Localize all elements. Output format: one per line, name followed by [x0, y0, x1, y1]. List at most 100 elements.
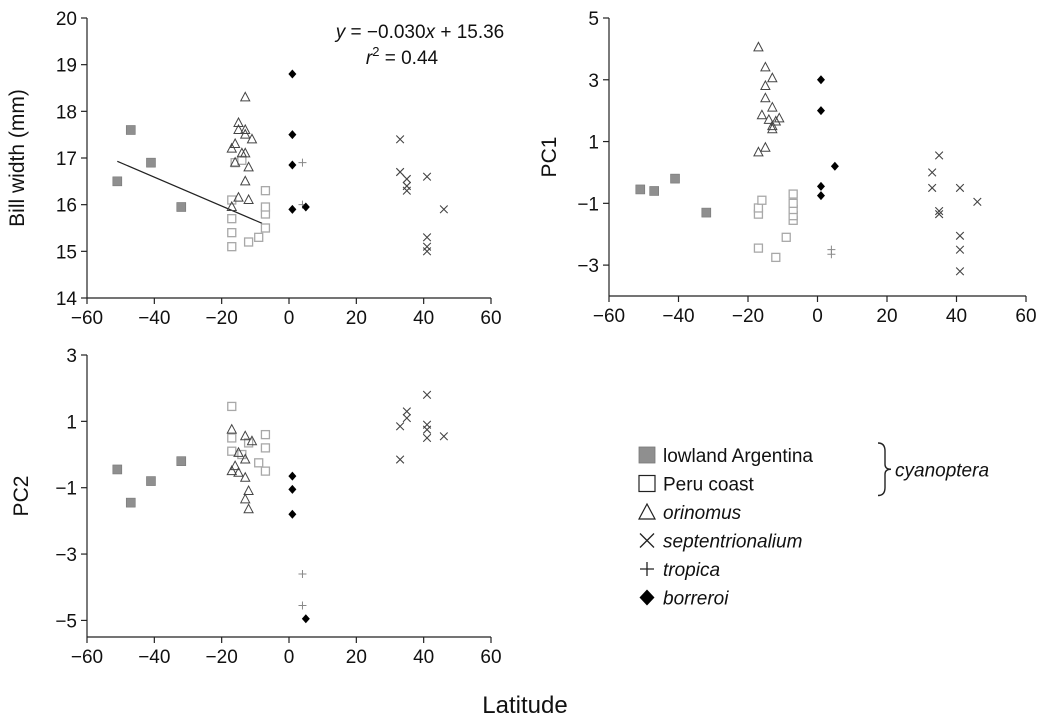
x-tick-label: −60	[593, 306, 625, 327]
data-point-peru	[254, 232, 264, 242]
data-point-orinomus	[226, 423, 238, 434]
data-point-peru	[788, 198, 798, 208]
data-point-argentina	[635, 184, 646, 195]
data-point-peru	[260, 202, 271, 212]
bill-width-panel: −60 −40 −20 0 20 40 60 14 15 16 17 18 19 20 Bill width…	[6, 9, 502, 329]
y-tick-label: 17	[56, 149, 77, 170]
data-point-orinomus	[246, 435, 258, 446]
equation-line-2: r2 = 0.44	[366, 44, 439, 69]
data-point-borreroi	[301, 614, 310, 624]
series-tropica	[827, 245, 836, 259]
data-point-peru	[237, 155, 247, 165]
series-orinomus	[753, 41, 785, 157]
series-borreroi	[288, 471, 310, 624]
y-tick-label: 5	[588, 9, 599, 30]
data-point-peru	[260, 223, 271, 233]
data-point-peru	[781, 232, 791, 242]
data-point-borreroi	[301, 202, 310, 212]
legend-item-argentina: lowland Argentina	[638, 446, 813, 467]
data-point-septentrionalium	[955, 245, 965, 254]
y-tick-label: −1	[577, 194, 599, 215]
data-point-orinomus	[233, 446, 244, 457]
data-point-septentrionalium	[955, 231, 965, 240]
regression-equation: y = −0.030x + 15.36 r2 = 0.44	[334, 22, 505, 69]
legend-item-orinomus: orinomus	[638, 502, 742, 524]
data-point-orinomus	[233, 116, 244, 127]
legend-marker-argentina	[638, 446, 656, 464]
data-point-orinomus	[239, 147, 251, 158]
data-point-argentina	[701, 207, 712, 218]
data-point-peru	[227, 401, 237, 412]
data-point-tropica	[298, 601, 307, 610]
legend-marker-septentrionalium	[639, 533, 655, 548]
data-point-orinomus	[760, 141, 771, 152]
series-peru	[227, 155, 271, 252]
data-point-argentina	[649, 186, 659, 196]
data-point-septentrionalium	[422, 247, 432, 256]
y-tick-label: 15	[56, 242, 77, 263]
data-point-borreroi	[816, 75, 825, 85]
data-point-orinomus	[756, 109, 768, 120]
data-point-septentrionalium	[395, 167, 405, 177]
y-tick-label: 19	[56, 56, 77, 77]
data-point-septentrionalium	[395, 135, 405, 144]
data-point-septentrionalium	[422, 433, 432, 443]
data-point-orinomus	[229, 137, 241, 148]
legend-item-septentrionalium: septentrionalium	[639, 532, 802, 553]
x-tick-label: −60	[71, 308, 103, 329]
data-point-orinomus	[229, 460, 241, 471]
data-point-septentrionalium	[402, 186, 412, 195]
series-septentrionalium	[927, 151, 982, 276]
data-point-septentrionalium	[955, 267, 965, 276]
y-tick-label: 16	[56, 196, 77, 217]
data-point-septentrionalium	[422, 172, 432, 181]
pc2-panel: −60 −40 −20 0 20 40 60 −5 −3 −1 1 3 PC2	[10, 346, 502, 668]
x-tick-label: 0	[284, 308, 295, 329]
data-point-orinomus	[770, 115, 782, 126]
y-tick-label: −3	[55, 545, 77, 566]
legend-label-peru: Peru coast	[663, 475, 755, 496]
y-tick-label: −3	[577, 256, 599, 277]
data-point-orinomus	[753, 41, 764, 52]
series-argentina	[112, 125, 187, 212]
data-point-borreroi	[288, 69, 297, 79]
data-point-argentina	[176, 202, 187, 212]
data-point-borreroi	[816, 191, 825, 201]
data-point-septentrionalium	[439, 432, 449, 441]
data-point-peru	[771, 252, 781, 263]
x-axis-label: Latitude	[482, 692, 567, 719]
x-tick-label: −40	[662, 306, 694, 327]
data-point-orinomus	[753, 146, 764, 157]
legend-item-borreroi: borreroi	[639, 589, 729, 610]
y-axis-label: PC1	[538, 137, 561, 178]
legend-item-peru: Peru coast	[638, 475, 755, 496]
y-tick-label: −5	[55, 611, 77, 632]
group-brace	[877, 442, 892, 497]
series-borreroi	[288, 69, 310, 214]
data-point-septentrionalium	[422, 233, 432, 242]
data-point-septentrionalium	[402, 413, 412, 423]
series-tropica	[298, 158, 307, 209]
data-point-orinomus	[239, 453, 251, 464]
series-argentina	[635, 173, 712, 218]
legend-label-borreroi: borreroi	[663, 589, 729, 610]
data-point-orinomus	[239, 175, 251, 186]
data-point-septentrionalium	[439, 205, 449, 214]
data-point-tropica	[298, 158, 307, 167]
x-tick-label: 20	[876, 306, 897, 327]
data-point-peru	[227, 242, 237, 252]
data-point-borreroi	[816, 181, 825, 191]
data-point-orinomus	[760, 79, 771, 90]
x-tick-label: −60	[71, 647, 103, 668]
x-tick-label: 40	[413, 308, 434, 329]
y-tick-label: 3	[588, 71, 599, 92]
data-point-peru	[753, 203, 764, 213]
data-point-peru	[788, 189, 798, 199]
data-point-peru	[227, 195, 237, 205]
data-point-orinomus	[239, 493, 251, 504]
data-point-argentina	[112, 464, 123, 475]
data-point-argentina	[176, 456, 187, 466]
data-point-orinomus	[243, 161, 254, 172]
data-point-borreroi	[830, 161, 839, 171]
data-point-peru	[260, 186, 271, 196]
